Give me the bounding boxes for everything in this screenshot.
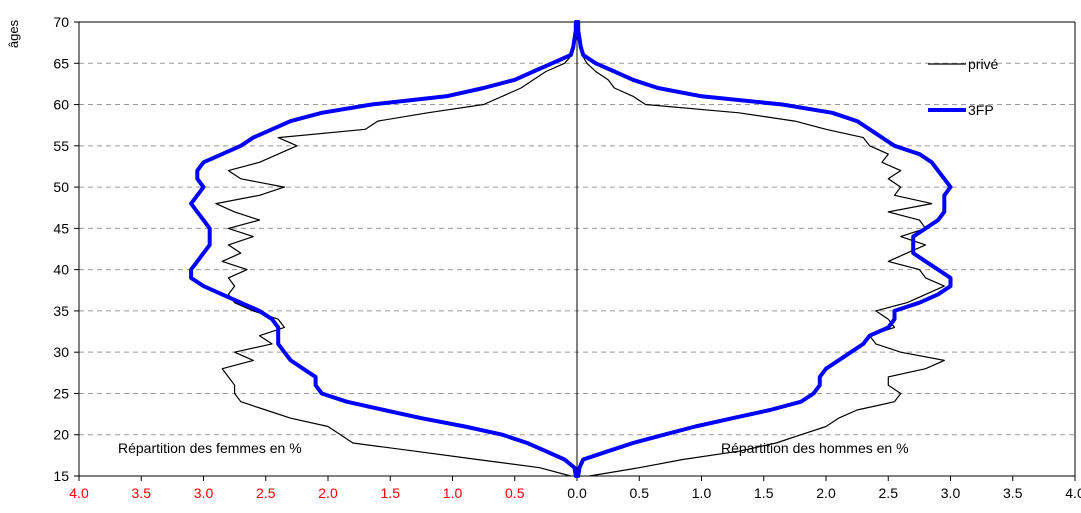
- x-tick-label-women: 3.5: [132, 485, 152, 501]
- series-prive-men-line: [577, 21, 945, 477]
- x-tick-label-men: 1.0: [692, 485, 712, 501]
- y-tick-label: 40: [53, 262, 69, 278]
- annotation-men: Répartition des hommes en %: [721, 440, 909, 456]
- y-tick-label: 55: [53, 138, 69, 154]
- y-tick-label: 45: [53, 220, 69, 236]
- y-tick-label: 25: [53, 385, 69, 401]
- y-tick-label: 15: [53, 468, 69, 484]
- y-tick-label: 65: [53, 55, 69, 71]
- x-tick-label-men: 2.5: [879, 485, 899, 501]
- x-tick-label-women: 2.5: [256, 485, 276, 501]
- x-tick-label-women: 3.0: [194, 485, 214, 501]
- y-tick-label: 70: [53, 14, 69, 30]
- y-tick-label: 20: [53, 427, 69, 443]
- x-tick-label-men: 4.0: [1065, 485, 1081, 501]
- series-3fp-women-line: [189, 20, 578, 478]
- series-prive-women-line: [215, 21, 577, 477]
- legend-label-3fp: 3FP: [968, 102, 994, 118]
- series-3fp-men-line: [576, 20, 953, 478]
- legend-label-prive: privé: [968, 56, 999, 72]
- x-tick-label-women: 1.5: [381, 485, 401, 501]
- x-tick-label-men: 2.0: [816, 485, 836, 501]
- x-tick-label-women: 1.0: [443, 485, 463, 501]
- y-tick-label: 50: [53, 179, 69, 195]
- x-tick-label-men: 0.0: [567, 485, 587, 501]
- x-tick-label-women: 0.5: [505, 485, 525, 501]
- x-tick-label-men: 3.5: [1003, 485, 1023, 501]
- x-tick-label-women: 2.0: [318, 485, 338, 501]
- y-tick-label: 30: [53, 344, 69, 360]
- y-tick-label: 35: [53, 303, 69, 319]
- annotation-women: Répartition des femmes en %: [118, 440, 302, 456]
- y-tick-label: 60: [53, 97, 69, 113]
- y-axis-label: âges: [6, 19, 21, 48]
- x-tick-label-women: 4.0: [69, 485, 89, 501]
- x-tick-label-men: 0.5: [630, 485, 650, 501]
- x-tick-label-men: 3.0: [941, 485, 961, 501]
- x-tick-label-men: 1.5: [754, 485, 774, 501]
